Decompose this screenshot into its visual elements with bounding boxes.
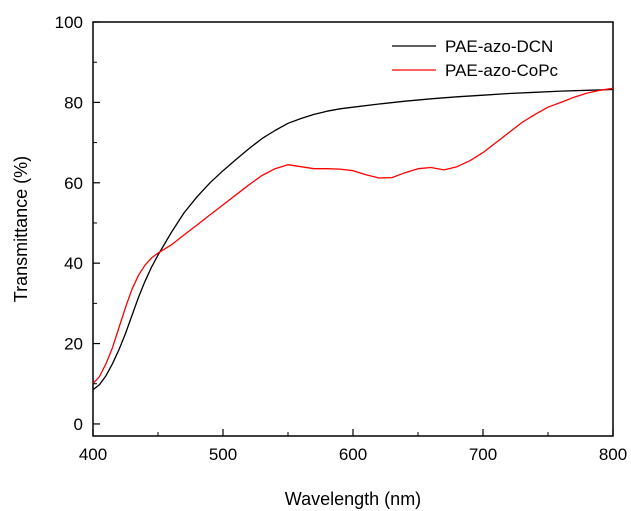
series-line-1 bbox=[92, 87, 614, 385]
x-tick-label: 400 bbox=[79, 445, 107, 464]
series-layer bbox=[92, 87, 614, 391]
legend: PAE-azo-DCN PAE-azo-CoPc bbox=[392, 37, 559, 80]
y-tick-label: 100 bbox=[55, 13, 83, 32]
x-tick-label: 500 bbox=[209, 445, 237, 464]
y-tick-label: 20 bbox=[64, 335, 83, 354]
y-axis-title: Transmittance (%) bbox=[11, 156, 31, 302]
axis-ticks: 400 500 600 700 800 0 20 40 60 80 100 bbox=[55, 13, 628, 464]
x-tick-label: 700 bbox=[469, 445, 497, 464]
legend-label-pae-azo-dcn: PAE-azo-DCN bbox=[445, 37, 553, 56]
plot-area bbox=[92, 21, 614, 437]
x-tick-label: 600 bbox=[339, 445, 367, 464]
x-tick-label: 800 bbox=[599, 445, 627, 464]
y-tick-label: 0 bbox=[74, 415, 83, 434]
legend-label-pae-azo-copc: PAE-azo-CoPc bbox=[445, 61, 559, 80]
y-tick-label: 60 bbox=[64, 174, 83, 193]
y-tick-label: 80 bbox=[64, 93, 83, 112]
y-tick-label: 40 bbox=[64, 254, 83, 273]
series-line-0 bbox=[92, 88, 614, 391]
plot-frame bbox=[92, 21, 614, 437]
x-axis-title: Wavelength (nm) bbox=[285, 489, 421, 509]
